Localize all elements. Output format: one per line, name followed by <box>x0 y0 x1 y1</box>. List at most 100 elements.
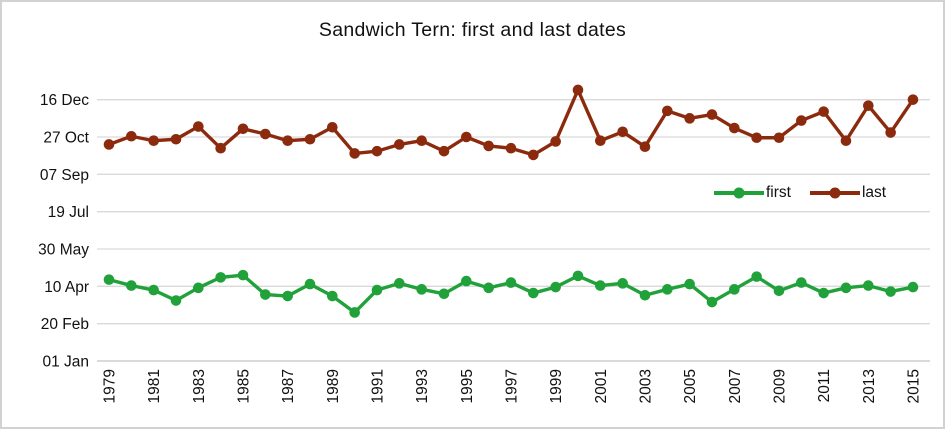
series-marker-last <box>773 132 785 144</box>
y-tick-label: 30 May <box>38 242 89 259</box>
x-tick-label: 2011 <box>816 369 833 402</box>
y-tick-label: 10 Apr <box>44 279 89 296</box>
series-marker-last <box>461 131 472 143</box>
series-marker-first <box>528 287 539 299</box>
series-marker-first <box>885 286 896 297</box>
series-marker-first <box>193 282 204 294</box>
series-marker-first <box>438 288 450 300</box>
series-marker-first <box>662 284 673 295</box>
series-marker-first <box>639 289 651 301</box>
x-tick-label: 1995 <box>459 369 476 403</box>
series-marker-last <box>885 127 896 138</box>
x-tick-label: 1991 <box>369 369 386 403</box>
series-marker-first <box>394 278 405 289</box>
series-marker-last <box>215 142 226 154</box>
x-tick-label: 2009 <box>771 369 788 403</box>
series-marker-first <box>863 280 874 291</box>
series-marker-last <box>371 145 383 157</box>
x-tick-label: 1993 <box>414 369 431 403</box>
series-marker-first <box>706 296 718 308</box>
series-marker-first <box>684 278 695 290</box>
series-marker-last <box>528 149 539 161</box>
series-marker-last <box>260 128 271 140</box>
x-tick-label: 1985 <box>235 369 252 403</box>
series-marker-first <box>103 274 115 285</box>
series-marker-last <box>907 94 919 105</box>
x-tick-label: 2005 <box>682 369 699 403</box>
series-marker-last <box>438 145 450 157</box>
series-marker-first <box>729 284 740 295</box>
series-marker-first <box>617 278 628 289</box>
series-marker-last <box>729 122 740 134</box>
series-marker-first <box>416 284 427 295</box>
series-marker-last <box>751 132 762 144</box>
x-tick-label: 1997 <box>503 369 520 403</box>
series-marker-last <box>193 121 204 132</box>
series-marker-last <box>617 126 628 138</box>
y-tick-label: 19 Jul <box>48 204 89 221</box>
series-marker-first <box>327 290 338 302</box>
legend: first last <box>714 184 886 202</box>
series-marker-last <box>304 133 316 145</box>
y-tick-label: 16 Dec <box>40 92 89 109</box>
series-marker-last <box>595 135 606 147</box>
series-marker-last <box>863 100 874 111</box>
legend-item-first: first <box>714 184 791 202</box>
x-tick-label: 1989 <box>325 369 342 403</box>
series-marker-first <box>461 275 472 287</box>
legend-swatch-last-line <box>809 187 860 199</box>
series-marker-last <box>394 139 405 150</box>
series-marker-last <box>505 142 517 154</box>
y-tick-label: 01 Jan <box>42 354 89 371</box>
x-tick-label: 1987 <box>280 369 297 403</box>
x-tick-label: 2003 <box>637 369 654 403</box>
series-marker-last <box>349 148 360 159</box>
series-marker-first <box>126 280 137 291</box>
y-tick-label: 27 Oct <box>43 130 89 147</box>
series-marker-last <box>550 136 561 147</box>
x-tick-label: 1999 <box>548 369 565 403</box>
x-tick-label: 1979 <box>102 369 119 403</box>
series-marker-last <box>572 84 584 96</box>
series-marker-first <box>282 290 293 302</box>
series-marker-first <box>840 282 852 294</box>
x-tick-label: 1983 <box>191 369 208 403</box>
series-marker-first <box>505 277 517 288</box>
y-tick-label: 07 Sep <box>40 167 89 184</box>
series-marker-first <box>595 280 606 291</box>
series-marker-last <box>103 139 115 150</box>
series-marker-last <box>126 130 137 142</box>
x-tick-label: 2007 <box>727 369 744 403</box>
series-marker-last <box>840 135 852 147</box>
legend-marker-last-dot <box>829 187 841 199</box>
series-marker-first <box>237 269 249 281</box>
series-marker-last <box>416 135 427 147</box>
series-marker-first <box>572 270 584 282</box>
series-marker-first <box>371 284 383 296</box>
series-marker-first <box>260 289 271 300</box>
series-marker-last <box>706 109 718 120</box>
series-marker-first <box>818 287 829 299</box>
series-marker-last <box>662 105 673 117</box>
series-marker-last <box>170 133 182 145</box>
series-marker-last <box>684 113 695 124</box>
series-marker-last <box>237 123 249 135</box>
series-marker-first <box>907 281 919 293</box>
chart-title: Sandwich Tern: first and last dates <box>318 19 627 41</box>
y-tick-label: 20 Feb <box>41 316 89 333</box>
series-marker-first <box>751 271 762 282</box>
x-tick-label: 2013 <box>861 369 878 403</box>
series-marker-first <box>349 307 360 318</box>
series-marker-last <box>796 115 807 126</box>
series-marker-first <box>304 278 316 290</box>
series-marker-last <box>483 140 494 152</box>
legend-swatch-first-line <box>714 187 764 199</box>
legend-label-first: first <box>766 184 791 201</box>
legend-item-last: last <box>809 184 886 202</box>
series-marker-last <box>148 135 159 147</box>
series-marker-last <box>282 135 293 147</box>
series-marker-first <box>550 281 561 293</box>
series-marker-last <box>639 141 651 153</box>
